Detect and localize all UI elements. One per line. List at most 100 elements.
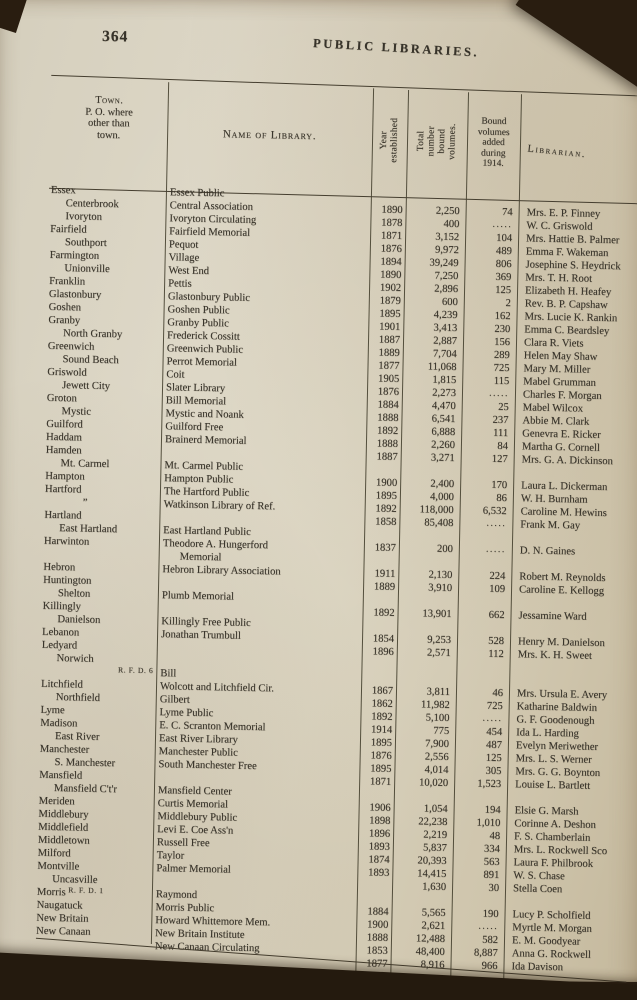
- added-cell: [457, 660, 509, 674]
- volumes-cell: [397, 659, 456, 673]
- added-cell: 528: [488, 635, 505, 648]
- volumes-cell: [393, 893, 452, 907]
- year-cell: 1876: [370, 750, 392, 762]
- volumes-cell: 3,413: [433, 322, 458, 335]
- added-cell: [460, 530, 512, 544]
- volumes-cell: [397, 672, 456, 686]
- volumes-cell: [407, 191, 466, 205]
- year-cell: 1862: [371, 698, 393, 710]
- year-cell: [363, 619, 397, 633]
- added-cell: 230: [494, 323, 511, 336]
- added-cell: .....: [478, 921, 499, 932]
- added-cell: 46: [492, 687, 504, 700]
- added-cell: 454: [486, 726, 503, 739]
- year-cell: 1890: [380, 269, 402, 281]
- year-cell: 1896: [368, 828, 391, 840]
- year-cell: 1878: [381, 217, 403, 229]
- year-cell: 1895: [375, 490, 398, 502]
- volumes-cell: 2,887: [433, 335, 458, 348]
- volumes-cell: 22,238: [418, 816, 448, 828]
- year-cell: 1906: [369, 802, 391, 814]
- added-cell: 369: [495, 271, 512, 284]
- volumes-cell: 200: [436, 543, 453, 555]
- added-cell: 162: [494, 310, 511, 323]
- volumes-cell: [399, 555, 458, 569]
- header-name-of-library: Name of Library.: [222, 128, 317, 143]
- libraries-table: Town. P. O. where other than town. Name …: [35, 74, 637, 991]
- year-cell: 1858: [375, 516, 397, 528]
- year-cell: 1871: [380, 230, 403, 242]
- added-cell: .....: [485, 544, 506, 556]
- year-cell: 1905: [377, 373, 400, 385]
- volumes-cell: 7,900: [424, 738, 450, 750]
- year-cell: 1898: [369, 815, 391, 827]
- volumes-cell: 39,249: [429, 257, 459, 270]
- added-cell: .....: [486, 518, 507, 530]
- year-cell: [358, 879, 392, 893]
- added-cell: 8,887: [473, 947, 498, 959]
- volumes-cell: 2,556: [424, 751, 449, 763]
- year-cell: 1914: [370, 724, 393, 736]
- volumes-cell: [400, 529, 459, 543]
- volumes-cell: 2,250: [435, 205, 460, 218]
- added-cell: [458, 621, 510, 635]
- volumes-cell: 600: [441, 296, 458, 309]
- volumes-cell: [398, 620, 457, 634]
- added-cell: 6,532: [482, 505, 507, 518]
- volumes-cell: 85,408: [424, 517, 454, 529]
- added-cell: [459, 556, 511, 570]
- volumes-cell: 4,000: [429, 491, 455, 503]
- volumes-cell: 775: [433, 725, 450, 737]
- added-cell: 190: [482, 908, 499, 920]
- added-cell: 170: [491, 479, 508, 492]
- year-cell: 1893: [368, 867, 390, 879]
- year-cell: [366, 463, 400, 477]
- volumes-cell: 2,130: [428, 569, 453, 581]
- volumes-cell: 7,250: [434, 270, 459, 283]
- volumes-cell: 3,811: [426, 686, 451, 698]
- year-cell: 1900: [375, 477, 398, 489]
- added-cell: 112: [488, 648, 504, 661]
- header-town: Town. P. O. where other than town.: [50, 94, 168, 143]
- year-cell: 1867: [371, 685, 394, 697]
- volumes-cell: 1,630: [422, 881, 447, 893]
- added-cell: 237: [492, 414, 509, 427]
- year-cell: 1854: [372, 633, 395, 645]
- year-cell: 1871: [369, 776, 392, 788]
- running-title: PUBLIC LIBRARIES.: [312, 36, 480, 60]
- added-cell: 84: [497, 440, 509, 453]
- year-cell: 1889: [373, 581, 396, 593]
- added-cell: .....: [489, 388, 510, 400]
- added-cell: 489: [495, 245, 512, 258]
- added-cell: [459, 595, 511, 609]
- year-cell: 1892: [375, 503, 397, 515]
- year-cell: 1892: [371, 711, 393, 723]
- added-cell: 891: [483, 869, 500, 881]
- year-cell: [364, 554, 398, 568]
- volumes-cell: 3,271: [430, 452, 455, 465]
- year-cell: [364, 593, 398, 607]
- added-cell: 806: [495, 258, 512, 271]
- header-year-established: Year established: [370, 90, 408, 191]
- added-cell: 48: [489, 830, 501, 842]
- added-cell: 104: [496, 232, 513, 245]
- year-cell: 1876: [380, 243, 402, 255]
- header-year-vertical-text: Year established: [378, 118, 400, 164]
- year-cell: 1837: [374, 542, 396, 554]
- volumes-cell: 1,815: [432, 374, 457, 387]
- volumes-cell: 6,541: [431, 413, 456, 426]
- added-cell: 25: [498, 401, 509, 414]
- volumes-cell: 14,415: [417, 868, 447, 880]
- volumes-cell: 10,020: [418, 777, 449, 789]
- year-cell: 1895: [370, 737, 393, 749]
- added-cell: [453, 894, 505, 908]
- year-cell: 1876: [377, 386, 400, 398]
- added-cell: 125: [495, 284, 512, 297]
- added-cell: .....: [492, 219, 513, 231]
- added-cell: 30: [488, 882, 500, 894]
- added-cell: 74: [501, 206, 513, 219]
- year-cell: [362, 671, 396, 685]
- year-cell: 1902: [379, 282, 402, 294]
